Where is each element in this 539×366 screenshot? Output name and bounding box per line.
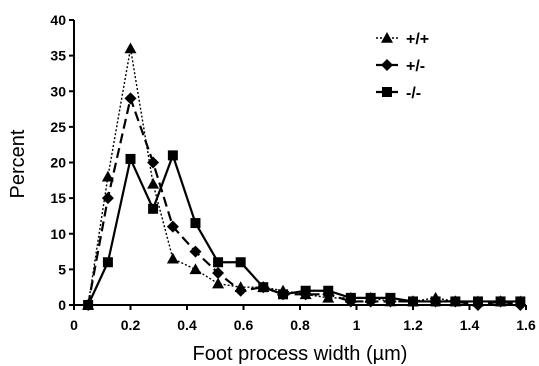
data-point — [365, 292, 376, 303]
x-tick-label: 1.6 — [516, 317, 536, 333]
x-tick-label: 0 — [70, 317, 78, 333]
data-point — [147, 177, 160, 189]
y-axis-title: Percent — [7, 129, 29, 198]
data-point — [148, 203, 159, 214]
legend-item: +/- — [376, 58, 425, 75]
data-point — [124, 92, 137, 105]
y-tick-label: 10 — [50, 226, 66, 242]
data-point — [385, 292, 396, 303]
series — [82, 42, 527, 311]
legend-marker — [382, 87, 392, 97]
legend-label: +/- — [406, 58, 425, 75]
data-point — [323, 285, 334, 296]
data-point — [166, 220, 179, 233]
series-line — [87, 94, 521, 307]
data-point — [235, 257, 246, 268]
series-triangle — [82, 42, 527, 310]
series-line — [87, 152, 521, 306]
data-point — [125, 153, 136, 164]
legend-label: +/+ — [406, 31, 429, 48]
data-point — [101, 192, 114, 205]
legend-marker — [381, 59, 393, 71]
data-point — [190, 218, 201, 229]
data-point — [212, 277, 225, 289]
y-tick-label: 0 — [58, 297, 66, 313]
data-point — [430, 296, 441, 307]
series-line — [87, 48, 521, 306]
x-tick-label: 0.8 — [290, 317, 310, 333]
data-point — [495, 296, 506, 307]
y-tick-label: 15 — [50, 190, 66, 206]
y-tick-label: 30 — [50, 83, 66, 99]
data-point — [408, 296, 418, 307]
data-point — [147, 156, 160, 169]
data-point — [213, 257, 224, 268]
x-tick-label: 0.2 — [121, 317, 141, 333]
data-point — [300, 285, 311, 296]
data-point — [101, 170, 114, 182]
y-tick-label: 20 — [50, 155, 66, 171]
data-point — [102, 257, 113, 268]
y-ticks: 0 5 10 15 20 25 30 35 40 — [50, 12, 74, 313]
data-point — [83, 300, 94, 310]
series-square — [83, 150, 526, 310]
data-point — [234, 284, 247, 297]
x-tick-label: 1 — [353, 317, 361, 333]
y-tick-label: 35 — [50, 48, 66, 64]
x-axis-title: Foot process width (µm) — [193, 343, 408, 365]
data-point — [258, 282, 269, 293]
data-point — [345, 292, 356, 303]
y-tick-label: 40 — [50, 12, 66, 28]
y-tick-label: 25 — [50, 119, 66, 135]
data-point — [167, 150, 178, 161]
x-tick-label: 0.6 — [234, 317, 254, 333]
x-tick-label: 1.2 — [403, 317, 423, 333]
x-tick-label: 0.4 — [177, 317, 197, 333]
axes — [73, 20, 526, 306]
data-point — [472, 296, 483, 307]
data-point — [515, 296, 526, 307]
data-point — [124, 42, 137, 54]
x-tick-label: 1.4 — [460, 317, 480, 333]
x-ticks: 0 0.2 0.4 0.6 0.8 1 1.2 1.4 1.6 — [70, 305, 536, 333]
data-point — [166, 252, 179, 264]
data-point — [189, 263, 202, 275]
y-tick-label: 5 — [58, 261, 66, 277]
data-point — [212, 266, 225, 279]
legend-label: -/- — [406, 85, 421, 102]
data-point — [278, 289, 289, 300]
data-point — [450, 296, 461, 307]
legend-item: +/+ — [376, 31, 429, 48]
legend-marker — [381, 32, 393, 43]
legend-item: -/- — [376, 85, 421, 102]
data-point — [189, 245, 202, 258]
legend: +/+ +/- -/- — [376, 31, 429, 102]
